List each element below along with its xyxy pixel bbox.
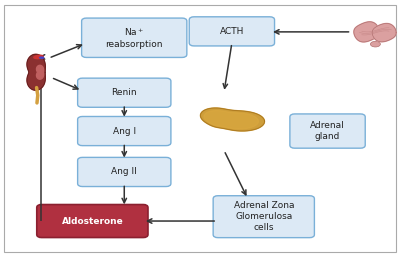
Text: Ang I: Ang I xyxy=(113,126,136,135)
Polygon shape xyxy=(354,22,379,42)
Polygon shape xyxy=(204,111,258,129)
Text: Na$^+$
reabsorption: Na$^+$ reabsorption xyxy=(106,26,163,49)
Polygon shape xyxy=(36,65,44,79)
Text: Adrenal Zona
Glomerulosa
cells: Adrenal Zona Glomerulosa cells xyxy=(234,201,294,232)
FancyBboxPatch shape xyxy=(82,18,187,58)
FancyBboxPatch shape xyxy=(189,17,274,46)
Polygon shape xyxy=(27,54,45,90)
Ellipse shape xyxy=(33,54,44,59)
Ellipse shape xyxy=(39,57,44,59)
FancyBboxPatch shape xyxy=(78,116,171,146)
FancyBboxPatch shape xyxy=(78,157,171,187)
FancyBboxPatch shape xyxy=(78,78,171,107)
FancyBboxPatch shape xyxy=(37,205,148,237)
Polygon shape xyxy=(372,23,396,42)
Ellipse shape xyxy=(370,41,380,47)
Text: ACTH: ACTH xyxy=(220,27,244,36)
Text: Aldosterone: Aldosterone xyxy=(62,217,123,226)
FancyBboxPatch shape xyxy=(213,196,314,238)
Text: Ang II: Ang II xyxy=(111,168,137,177)
Text: Adrenal
gland: Adrenal gland xyxy=(310,121,345,141)
Text: Renin: Renin xyxy=(112,88,137,97)
Polygon shape xyxy=(200,108,264,131)
FancyBboxPatch shape xyxy=(290,114,365,148)
